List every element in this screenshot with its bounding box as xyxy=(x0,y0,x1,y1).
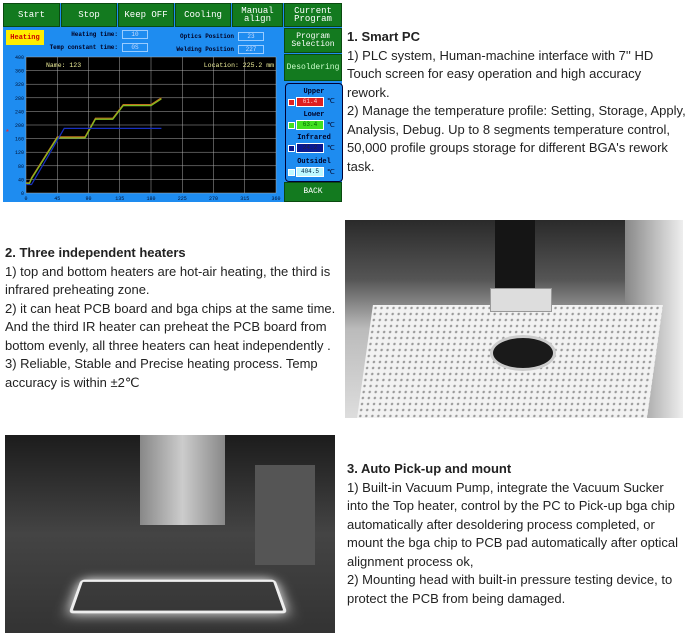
y-tick-label: 40 xyxy=(18,177,24,183)
paragraph: 2) it can heat PCB board and bga chips a… xyxy=(5,300,336,353)
lower-label: Lower xyxy=(303,111,325,119)
optics-position-field: 23 xyxy=(238,32,264,41)
marker-star-icon: * xyxy=(5,129,10,138)
section-title: 2. Three independent heaters xyxy=(5,245,186,260)
hmi-screenshot: Start Stop Keep OFF Cooling Manual align… xyxy=(3,3,343,202)
section-title: 1. Smart PC xyxy=(347,29,420,44)
pickup-photo xyxy=(5,435,335,633)
manual-align-button: Manual align xyxy=(232,3,283,27)
y-tick-label: 80 xyxy=(18,164,24,170)
heating-time-field: 10 xyxy=(122,30,148,39)
upper-value: 61.4 xyxy=(296,97,324,107)
series-line xyxy=(26,127,162,186)
back-button: BACK xyxy=(284,182,342,202)
x-tick-label: 270 xyxy=(209,196,218,202)
paragraph: 3) Reliable, Stable and Precise heating … xyxy=(5,356,318,390)
x-tick-label: 90 xyxy=(85,196,91,202)
section-pickup: 3. Auto Pick-up and mount 1) Built-in Va… xyxy=(347,460,687,608)
temperature-panel: Upper 61.4 ℃ Lower 63.4 ℃ Infrared 24.2 … xyxy=(285,83,343,182)
upper-unit: ℃ xyxy=(327,98,335,106)
paragraph: 1) top and bottom heaters are hot-air he… xyxy=(5,263,331,298)
x-tick-label: 180 xyxy=(146,196,155,202)
y-tick-label: 400 xyxy=(15,55,24,61)
welding-position-field: 227 xyxy=(238,45,264,54)
y-tick-label: 0 xyxy=(21,191,24,197)
y-tick-label: 280 xyxy=(15,96,24,102)
paragraph: 2) Manage the temperature profile: Setti… xyxy=(347,103,686,174)
y-tick-label: 120 xyxy=(15,150,24,156)
upper-swatch xyxy=(288,99,295,106)
x-tick-label: 360 xyxy=(271,196,280,202)
optics-position-label: Optics Position xyxy=(179,33,234,40)
x-tick-label: 225 xyxy=(178,196,187,202)
temp-constant-label: Temp constant time: xyxy=(49,44,118,51)
paragraph: 1) PLC system, Human-machine interface w… xyxy=(347,47,654,100)
stop-button: Stop xyxy=(61,3,117,27)
chart-name-label: Name: 123 xyxy=(46,62,81,69)
lower-swatch xyxy=(288,122,295,129)
keep-off-button: Keep OFF xyxy=(118,3,174,27)
x-tick-label: 315 xyxy=(240,196,249,202)
x-tick-label: 45 xyxy=(54,196,60,202)
outside-value: 404.5 xyxy=(296,167,324,177)
lower-value: 63.4 xyxy=(296,120,324,130)
paragraph: 1) Built-in Vacuum Pump, integrate the V… xyxy=(347,479,678,569)
section-smart-pc: 1. Smart PC 1) PLC system, Human-machine… xyxy=(347,28,687,176)
lower-unit: ℃ xyxy=(327,122,335,130)
infrared-swatch xyxy=(288,145,295,152)
y-tick-label: 160 xyxy=(15,137,24,143)
section-heaters: 2. Three independent heaters 1) top and … xyxy=(5,244,339,392)
infrared-value: 24.2 xyxy=(296,143,324,153)
heating-time-label: Heating time: xyxy=(71,31,118,38)
chart-location-label: Location: 225.2 mm xyxy=(204,62,274,69)
y-tick-label: 360 xyxy=(15,69,24,75)
y-tick-label: 320 xyxy=(15,82,24,88)
current-program-button: Current Program xyxy=(284,3,342,27)
heater-photo xyxy=(345,220,683,418)
heating-badge: Heating xyxy=(6,30,44,45)
infrared-label: Infrared xyxy=(297,134,331,142)
section-title: 3. Auto Pick-up and mount xyxy=(347,461,512,476)
x-tick-label: 0 xyxy=(24,196,27,202)
outside-label: Outsidel xyxy=(297,158,331,166)
program-selection-button: Program Selection xyxy=(284,28,342,53)
x-tick-label: 135 xyxy=(115,196,124,202)
infrared-unit: ℃ xyxy=(327,145,335,153)
temp-constant-field: 0S xyxy=(122,43,148,52)
upper-label: Upper xyxy=(303,88,325,96)
start-button: Start xyxy=(3,3,60,27)
desoldering-button: Desoldering xyxy=(284,54,342,81)
temperature-chart: 0 45 90 135 180 225 270 315 360 0 40 80 120 160 200 240… xyxy=(5,55,281,202)
y-tick-label: 200 xyxy=(15,123,24,129)
paragraph: 2) Mounting head with built-in pressure … xyxy=(347,572,673,606)
outside-swatch xyxy=(288,169,295,176)
y-tick-label: 240 xyxy=(15,109,24,115)
cooling-button: Cooling xyxy=(175,3,231,27)
outside-unit: ℃ xyxy=(327,169,335,177)
welding-position-label: Welding Position xyxy=(176,46,234,53)
